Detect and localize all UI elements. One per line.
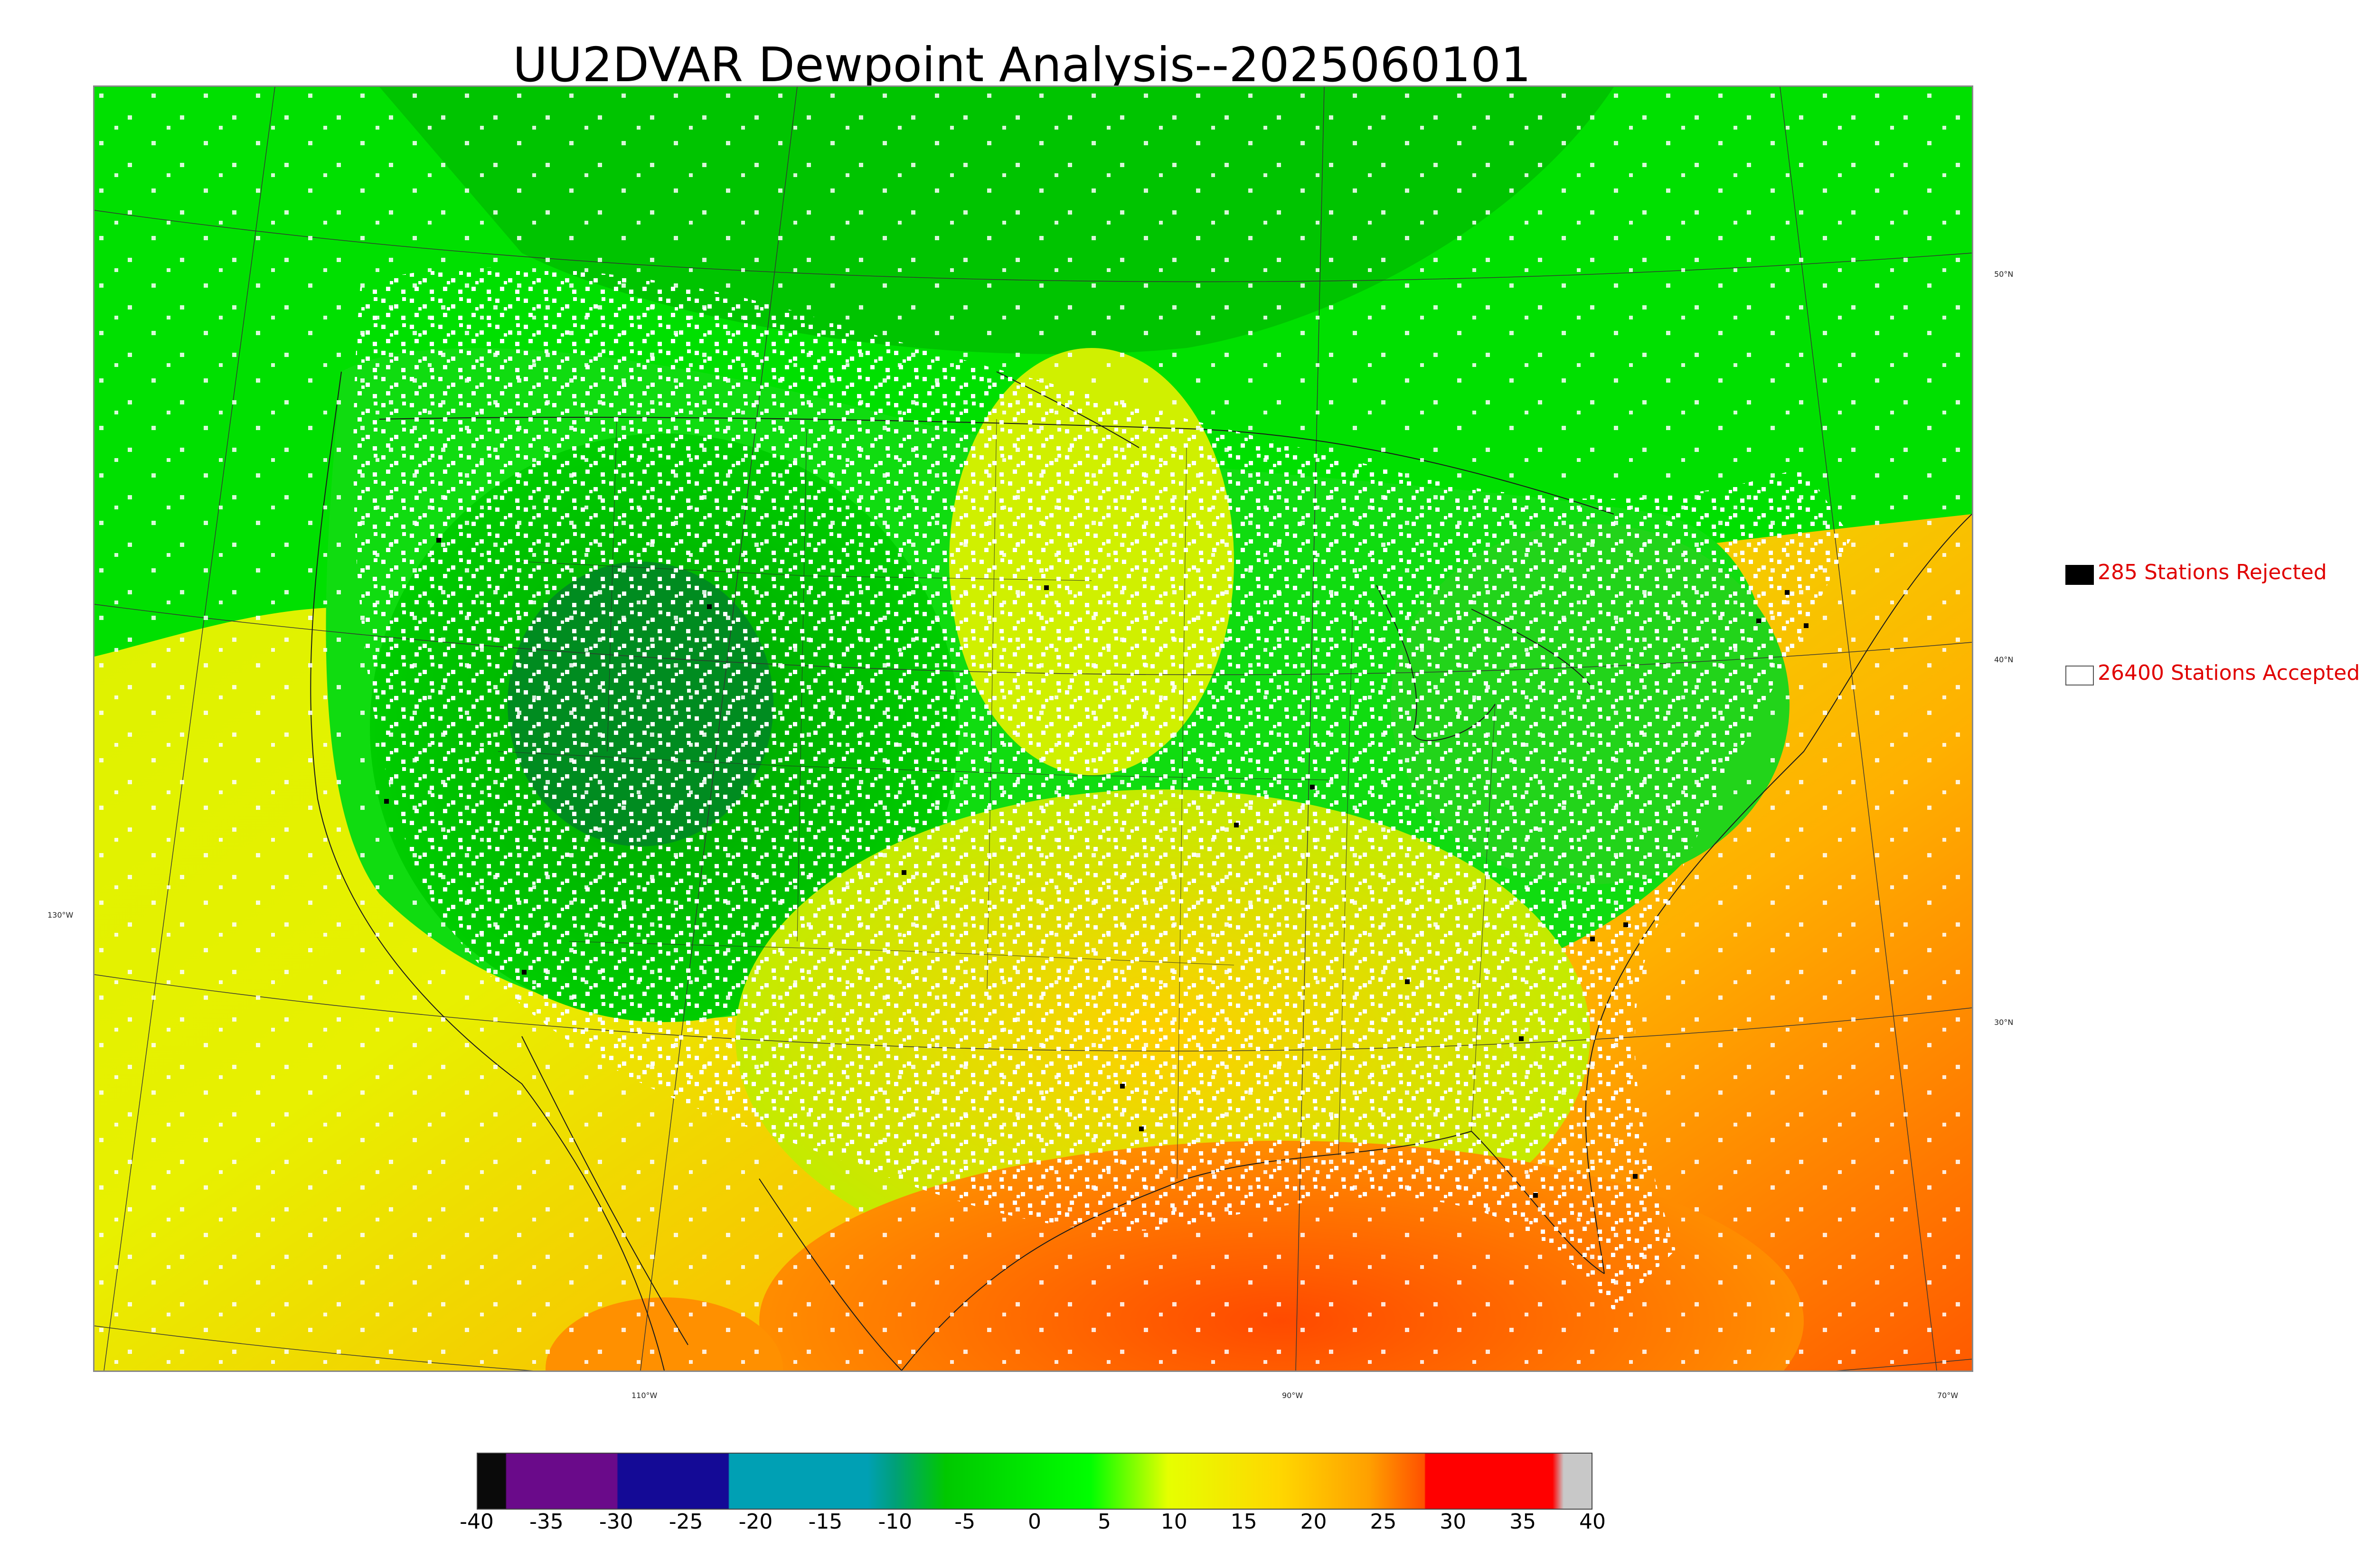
- legend-accepted-label: 26400 Stations Accepted: [2098, 661, 2360, 685]
- colorbar-tick-label: -30: [599, 1510, 633, 1534]
- colorbar-tick-label: 30: [1440, 1510, 1467, 1534]
- lon-label-110w: 110°W: [631, 1391, 658, 1400]
- colorbar-tick-label: 40: [1579, 1510, 1606, 1534]
- lon-label-90w: 90°W: [1282, 1391, 1303, 1400]
- legend-rejected-label: 285 Stations Rejected: [2098, 560, 2327, 584]
- colorbar-tick-label: 10: [1160, 1510, 1187, 1534]
- lat-label-40n: 40°N: [1994, 655, 2014, 664]
- dewpoint-map: [93, 85, 1973, 1372]
- colorbar-tick-label: -25: [669, 1510, 703, 1534]
- stations-rejected: [384, 538, 1809, 1198]
- colorbar-tick-label: 5: [1097, 1510, 1111, 1534]
- stations-accepted-sparse: [94, 87, 1972, 1371]
- colorbar-tick-label: -15: [808, 1510, 843, 1534]
- colorbar-tick-label: 25: [1370, 1510, 1397, 1534]
- map-svg: [94, 87, 1972, 1371]
- colorbar-tick-label: -40: [460, 1510, 494, 1534]
- colorbar-tick-label: 0: [1028, 1510, 1041, 1534]
- legend-accepted-swatch: [2065, 666, 2094, 685]
- colorbar-tick-label: -10: [878, 1510, 913, 1534]
- chart-title: UU2DVAR Dewpoint Analysis--2025060101: [513, 37, 1531, 93]
- colorbar-tick-label: 20: [1300, 1510, 1327, 1534]
- colorbar-tick-label: -5: [954, 1510, 976, 1534]
- lat-label-50n: 50°N: [1994, 270, 2014, 279]
- colorbar-tick-label: -35: [529, 1510, 564, 1534]
- colorbar-tick-label: 35: [1509, 1510, 1536, 1534]
- colorbar-tick-label: 15: [1230, 1510, 1257, 1534]
- lon-label-70w: 70°W: [1937, 1391, 1959, 1400]
- colorbar: [477, 1453, 1592, 1510]
- legend-rejected-swatch: [2065, 565, 2094, 585]
- lat-label-30n: 30°N: [1994, 1018, 2014, 1027]
- colorbar-ticks: -40 -35 -30 -25 -20 -15 -10 -5 0 5 10 15 20 25 30 35 40: [0, 1510, 2374, 1538]
- lon-label-130w: 130°W: [47, 911, 74, 920]
- colorbar-tick-label: -20: [738, 1510, 773, 1534]
